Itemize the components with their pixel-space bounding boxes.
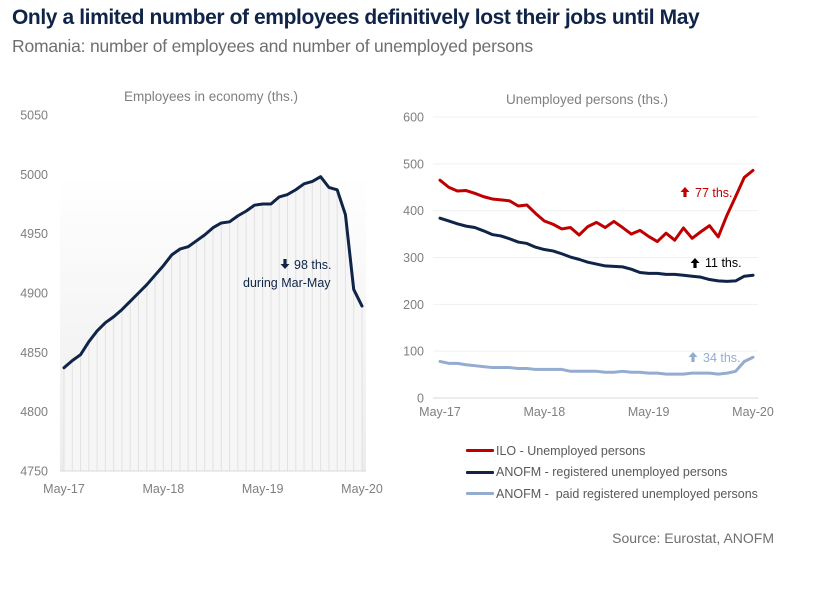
- x-tick-label: May-18: [142, 482, 184, 496]
- y-tick-label: 5000: [20, 168, 48, 182]
- y-tick-label: 100: [403, 345, 424, 359]
- legend-label-anofm-paid: ANOFM - paid registered unemployed perso…: [496, 486, 758, 501]
- y-tick-label: 4800: [20, 405, 48, 419]
- legend-item-anofm-registered: ANOFM - registered unemployed persons: [466, 462, 758, 484]
- employees-x-axis: May-17 May-18 May-19 May-20: [43, 482, 383, 496]
- unemployed-chart: Unemployed persons (ths.) 0 100 200 300 400 5…: [403, 92, 774, 419]
- y-tick-label: 0: [417, 392, 424, 406]
- legend-swatch-ilo: [466, 449, 494, 453]
- unemployed-x-axis: May-17 May-18 May-19 May-20: [419, 405, 774, 419]
- employees-chart-title: Employees in economy (ths.): [124, 89, 298, 104]
- y-tick-label: 4850: [20, 346, 48, 360]
- unemployed-annotations: 77 ths. 11 ths. 34 ths.: [680, 186, 742, 365]
- x-tick-label: May-17: [419, 405, 461, 419]
- unemployed-chart-title: Unemployed persons (ths.): [506, 92, 668, 107]
- x-tick-label: May-17: [43, 482, 85, 496]
- y-tick-label: 4900: [20, 287, 48, 301]
- page-title: Only a limited number of employees defin…: [12, 6, 700, 29]
- legend-item-ilo: ILO - Unemployed persons: [466, 440, 758, 462]
- y-tick-label: 200: [403, 298, 424, 312]
- arrow-up-icon: [680, 187, 690, 197]
- y-tick-label: 400: [403, 204, 424, 218]
- ilo-annotation: 77 ths.: [695, 186, 733, 200]
- y-tick-label: 600: [403, 111, 424, 125]
- anofm-paid-annotation: 34 ths.: [703, 351, 741, 365]
- employees-y-axis: 4750 4800 4850 4900 4950 5000 5050: [20, 109, 48, 479]
- employees-plot-area: [60, 174, 366, 472]
- x-tick-label: May-19: [628, 405, 670, 419]
- legend-label-ilo: ILO - Unemployed persons: [496, 443, 646, 458]
- y-tick-label: 4750: [20, 465, 48, 479]
- unemployed-plot-area: [433, 116, 758, 399]
- arrow-up-icon: [690, 258, 700, 268]
- x-tick-label: May-20: [341, 482, 383, 496]
- x-tick-label: May-20: [732, 405, 774, 419]
- legend-swatch-anofm-paid: [466, 492, 494, 496]
- legend-swatch-anofm-registered: [466, 470, 494, 474]
- unemployed-legend: ILO - Unemployed persons ANOFM - registe…: [466, 440, 758, 505]
- y-tick-label: 5050: [20, 109, 48, 123]
- unemployed-y-axis: 0 100 200 300 400 500 600: [403, 111, 424, 406]
- x-tick-label: May-19: [242, 482, 284, 496]
- source-note: Source: Eurostat, ANOFM: [612, 530, 774, 546]
- x-tick-label: May-18: [523, 405, 565, 419]
- employees-chart: Employees in economy (ths.) 4750 4800 4850…: [20, 89, 383, 496]
- employees-annotation: 98 ths. during Mar-May: [243, 258, 332, 290]
- page-subtitle: Romania: number of employees and number …: [12, 36, 533, 56]
- y-tick-label: 300: [403, 251, 424, 265]
- legend-item-anofm-paid: ANOFM - paid registered unemployed perso…: [466, 483, 758, 505]
- annotation-period: during Mar-May: [243, 276, 331, 290]
- anofm-registered-annotation: 11 ths.: [705, 256, 742, 270]
- legend-label-anofm-registered: ANOFM - registered unemployed persons: [496, 465, 728, 480]
- annotation-value: 98 ths.: [294, 258, 332, 272]
- y-tick-label: 4950: [20, 227, 48, 241]
- y-tick-label: 500: [403, 157, 424, 171]
- arrow-down-icon: [280, 259, 290, 269]
- arrow-up-icon: [688, 352, 698, 362]
